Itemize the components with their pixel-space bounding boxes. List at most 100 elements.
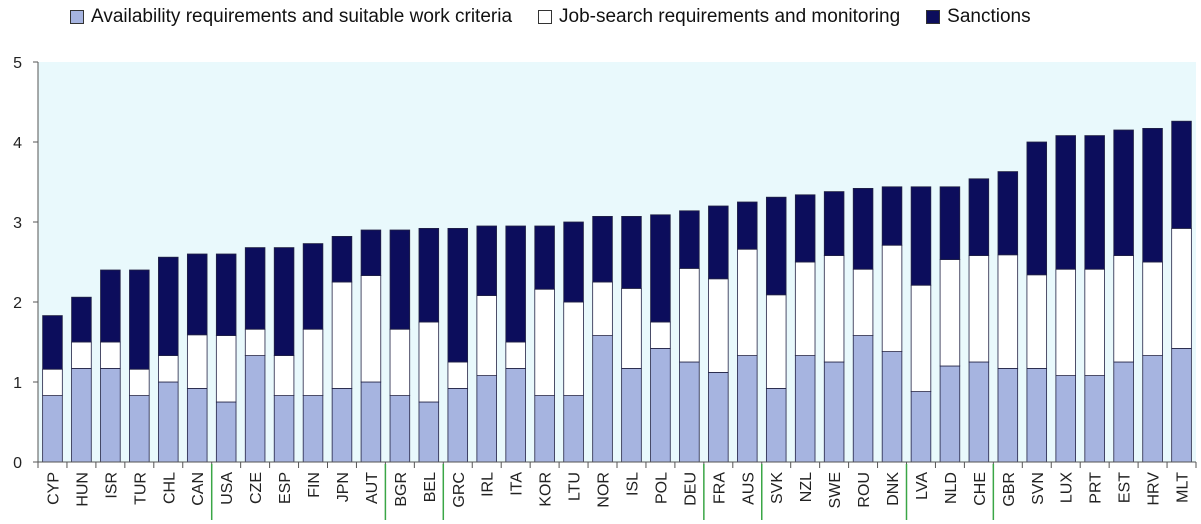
bar-segment-aut-s1[interactable] xyxy=(360,275,382,383)
bar-segment-cze-s0[interactable] xyxy=(244,355,266,463)
legend-item-job-search[interactable]: Job-search requirements and monitoring xyxy=(538,6,900,28)
bar-segment-fra-s2[interactable] xyxy=(708,205,729,280)
bar-segment-hrv-s0[interactable] xyxy=(1142,355,1163,463)
bar-segment-deu-s0[interactable] xyxy=(679,361,700,463)
bar-segment-fin-s2[interactable] xyxy=(302,243,324,330)
bar-segment-cze-s2[interactable] xyxy=(244,247,266,330)
bar-segment-bel-s0[interactable] xyxy=(418,401,440,463)
bar-segment-lva-s1[interactable] xyxy=(910,284,932,393)
bar-segment-isr-s0[interactable] xyxy=(100,367,121,463)
bar-segment-svk-s2[interactable] xyxy=(765,196,787,296)
bar-segment-cze-s1[interactable] xyxy=(244,328,266,357)
bar-segment-nzl-s2[interactable] xyxy=(794,194,816,263)
bar-segment-can-s1[interactable] xyxy=(186,334,208,389)
bar-segment-jpn-s1[interactable] xyxy=(331,281,353,389)
bar-segment-ltu-s2[interactable] xyxy=(563,221,584,303)
bar-segment-lux-s0[interactable] xyxy=(1055,375,1076,463)
bar-segment-ita-s0[interactable] xyxy=(505,367,526,463)
bar-segment-prt-s2[interactable] xyxy=(1084,135,1105,270)
bar-segment-tur-s2[interactable] xyxy=(129,269,150,370)
bar-segment-fra-s1[interactable] xyxy=(708,278,729,373)
bar-segment-lva-s2[interactable] xyxy=(910,186,932,286)
bar-segment-est-s0[interactable] xyxy=(1113,361,1134,463)
bar-segment-grc-s1[interactable] xyxy=(447,361,469,389)
bar-segment-rou-s2[interactable] xyxy=(852,187,874,270)
bar-segment-bgr-s1[interactable] xyxy=(389,328,411,397)
bar-segment-isl-s1[interactable] xyxy=(621,287,642,369)
bar-segment-usa-s2[interactable] xyxy=(215,253,237,336)
bar-segment-mlt-s0[interactable] xyxy=(1171,347,1192,463)
bar-segment-swe-s0[interactable] xyxy=(823,361,845,463)
bar-segment-hun-s2[interactable] xyxy=(71,296,92,343)
bar-segment-aus-s1[interactable] xyxy=(737,248,758,356)
bar-segment-fin-s1[interactable] xyxy=(302,328,324,397)
bar-segment-esp-s1[interactable] xyxy=(273,355,295,397)
bar-segment-gbr-s2[interactable] xyxy=(997,171,1019,256)
bar-segment-usa-s0[interactable] xyxy=(215,401,237,463)
bar-segment-swe-s1[interactable] xyxy=(823,255,845,363)
bar-segment-hrv-s2[interactable] xyxy=(1142,127,1163,263)
bar-segment-lux-s1[interactable] xyxy=(1055,268,1076,377)
bar-segment-svk-s1[interactable] xyxy=(765,294,787,389)
bar-segment-ita-s2[interactable] xyxy=(505,225,526,343)
bar-segment-aut-s2[interactable] xyxy=(360,229,382,276)
bar-segment-prt-s1[interactable] xyxy=(1084,268,1105,377)
bar-segment-irl-s1[interactable] xyxy=(476,295,497,377)
bar-segment-aut-s0[interactable] xyxy=(360,381,382,463)
bar-segment-nld-s0[interactable] xyxy=(939,365,961,463)
bar-segment-lva-s0[interactable] xyxy=(910,391,932,463)
bar-segment-dnk-s1[interactable] xyxy=(881,244,903,352)
bar-segment-ltu-s1[interactable] xyxy=(563,301,584,396)
bar-segment-hrv-s1[interactable] xyxy=(1142,261,1163,356)
bar-segment-cyp-s2[interactable] xyxy=(42,315,63,370)
bar-segment-chl-s2[interactable] xyxy=(158,256,179,357)
bar-segment-gbr-s0[interactable] xyxy=(997,367,1019,463)
bar-segment-irl-s2[interactable] xyxy=(476,225,497,296)
bar-segment-nld-s1[interactable] xyxy=(939,259,961,367)
bar-segment-mlt-s1[interactable] xyxy=(1171,227,1192,349)
legend-item-sanctions[interactable]: Sanctions xyxy=(926,6,1031,28)
bar-segment-fra-s0[interactable] xyxy=(708,371,729,463)
bar-segment-hun-s0[interactable] xyxy=(71,367,92,463)
bar-segment-svn-s2[interactable] xyxy=(1026,141,1048,276)
bar-segment-isl-s0[interactable] xyxy=(621,367,642,463)
bar-segment-aus-s2[interactable] xyxy=(737,201,758,250)
bar-segment-nor-s1[interactable] xyxy=(592,281,613,336)
bar-segment-svn-s1[interactable] xyxy=(1026,274,1048,369)
bar-segment-dnk-s0[interactable] xyxy=(881,351,903,463)
bar-segment-ltu-s0[interactable] xyxy=(563,395,584,463)
bar-segment-deu-s2[interactable] xyxy=(679,210,700,269)
bar-segment-rou-s1[interactable] xyxy=(852,268,874,337)
bar-segment-isr-s1[interactable] xyxy=(100,341,121,369)
bar-segment-kor-s1[interactable] xyxy=(534,288,555,397)
bar-segment-tur-s1[interactable] xyxy=(129,368,150,397)
bar-segment-fin-s0[interactable] xyxy=(302,395,324,463)
bar-segment-bgr-s2[interactable] xyxy=(389,229,411,330)
bar-segment-kor-s2[interactable] xyxy=(534,225,555,290)
bar-segment-che-s2[interactable] xyxy=(968,178,990,257)
bar-segment-bel-s2[interactable] xyxy=(418,227,440,323)
bar-segment-bgr-s0[interactable] xyxy=(389,395,411,463)
bar-segment-isr-s2[interactable] xyxy=(100,269,121,343)
bar-segment-che-s1[interactable] xyxy=(968,255,990,363)
bar-segment-pol-s2[interactable] xyxy=(650,214,671,323)
bar-segment-bel-s1[interactable] xyxy=(418,321,440,403)
bar-segment-lux-s2[interactable] xyxy=(1055,135,1076,270)
bar-segment-usa-s1[interactable] xyxy=(215,335,237,403)
bar-segment-chl-s0[interactable] xyxy=(158,381,179,463)
bar-segment-dnk-s2[interactable] xyxy=(881,186,903,246)
bar-segment-est-s2[interactable] xyxy=(1113,129,1134,256)
bar-segment-esp-s2[interactable] xyxy=(273,247,295,357)
bar-segment-ita-s1[interactable] xyxy=(505,341,526,369)
bar-segment-jpn-s0[interactable] xyxy=(331,387,353,463)
bar-segment-aus-s0[interactable] xyxy=(737,355,758,463)
bar-segment-can-s0[interactable] xyxy=(186,387,208,463)
bar-segment-pol-s1[interactable] xyxy=(650,321,671,349)
bar-segment-gbr-s1[interactable] xyxy=(997,254,1019,369)
bar-segment-can-s2[interactable] xyxy=(186,253,208,336)
bar-segment-grc-s0[interactable] xyxy=(447,387,469,463)
bar-segment-nzl-s0[interactable] xyxy=(794,355,816,463)
bar-segment-est-s1[interactable] xyxy=(1113,255,1134,363)
bar-segment-hun-s1[interactable] xyxy=(71,341,92,369)
bar-segment-mlt-s2[interactable] xyxy=(1171,120,1192,229)
